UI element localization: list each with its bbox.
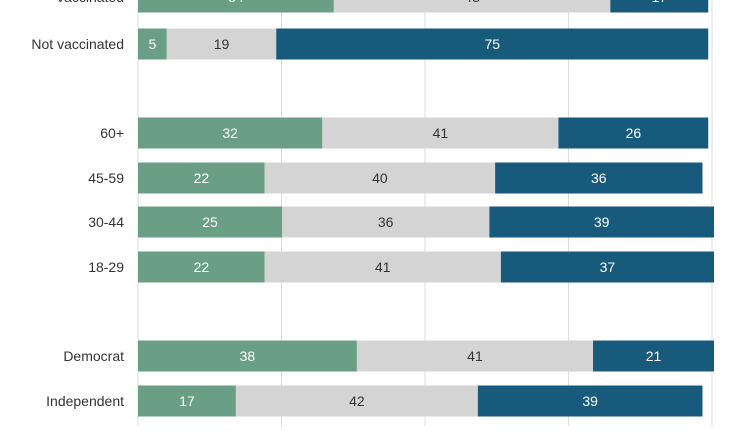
data-label-democrat-segment-1: 38 [240,348,256,364]
bar-18-29-segment-2 [264,251,501,283]
bar-30-44-segment-1 [138,206,282,238]
data-label-45-59-segment-3: 36 [591,170,607,186]
category-label-18-29: 18-29 [88,259,124,275]
bar-45-59-segment-2 [264,162,496,194]
bar-democrat-segment-3 [593,340,714,372]
bar-independent-segment-1 [138,385,236,417]
data-label-60-plus-segment-1: 32 [222,125,238,141]
data-label-democrat-segment-2: 41 [467,348,483,364]
data-label-18-29-segment-1: 22 [194,259,210,275]
data-label-not-vaccinated-segment-1: 5 [149,36,157,52]
bar-democrat-segment-1 [138,340,357,372]
data-label-vaccinated-segment-2: 48 [464,0,480,5]
data-label-not-vaccinated-segment-3: 75 [484,36,500,52]
data-label-democrat-segment-3: 21 [646,348,662,364]
bar-60-plus-segment-1 [138,117,323,149]
bar-independent-segment-3 [477,385,703,417]
data-label-18-29-segment-2: 41 [375,259,391,275]
category-label-30-44: 30-44 [88,214,124,230]
data-label-45-59-segment-2: 40 [372,170,388,186]
bar-30-44-segment-2 [282,206,490,238]
data-label-30-44-segment-3: 39 [594,214,610,230]
category-labels: Vaccinated Not vaccinated 60+ 45-59 30-44 18-… [31,0,124,409]
bar-vaccinated-segment-3 [610,0,709,13]
data-label-45-59-segment-1: 22 [194,170,210,186]
data-label-60-plus-segment-3: 26 [626,125,642,141]
bar-60-plus-segment-3 [558,117,709,149]
category-label-independent: Independent [46,393,124,409]
data-label-independent-segment-2: 42 [349,393,365,409]
data-label-independent-segment-3: 39 [582,393,598,409]
data-label-60-plus-segment-2: 41 [433,125,449,141]
bar-independent-segment-2 [235,385,478,417]
bar-45-59-segment-1 [138,162,265,194]
category-label-vaccinated: Vaccinated [56,0,124,5]
bar-not-vaccinated-segment-2 [166,28,277,60]
bar-democrat-segment-2 [356,340,594,372]
data-label-vaccinated-segment-1: 34 [228,0,244,5]
data-label-18-29-segment-3: 37 [600,259,616,275]
bar-60-plus-segment-2 [322,117,559,149]
data-label-30-44-segment-2: 36 [378,214,394,230]
category-label-45-59: 45-59 [88,170,124,186]
bar-18-29-segment-1 [138,251,265,283]
data-label-vaccinated-segment-3: 17 [651,0,667,5]
bar-45-59-segment-3 [495,162,703,194]
bar-18-29-segment-3 [500,251,714,283]
bar-vaccinated-segment-1 [138,0,334,13]
data-label-30-44-segment-1: 25 [202,214,218,230]
data-label-not-vaccinated-segment-2: 19 [214,36,230,52]
category-label-not-vaccinated: Not vaccinated [31,36,124,52]
data-label-independent-segment-1: 17 [179,393,195,409]
bar-not-vaccinated-segment-1 [138,28,167,60]
bar-not-vaccinated-segment-3 [276,28,709,60]
category-label-democrat: Democrat [63,348,124,364]
bar-30-44-segment-3 [489,206,714,238]
bars: 34 48 17 5 19 75 32 41 26 22 40 36 25 36 39 22 41 37 38 41 2… [138,0,714,417]
bar-vaccinated-segment-2 [333,0,611,13]
category-label-60-plus: 60+ [100,125,124,141]
